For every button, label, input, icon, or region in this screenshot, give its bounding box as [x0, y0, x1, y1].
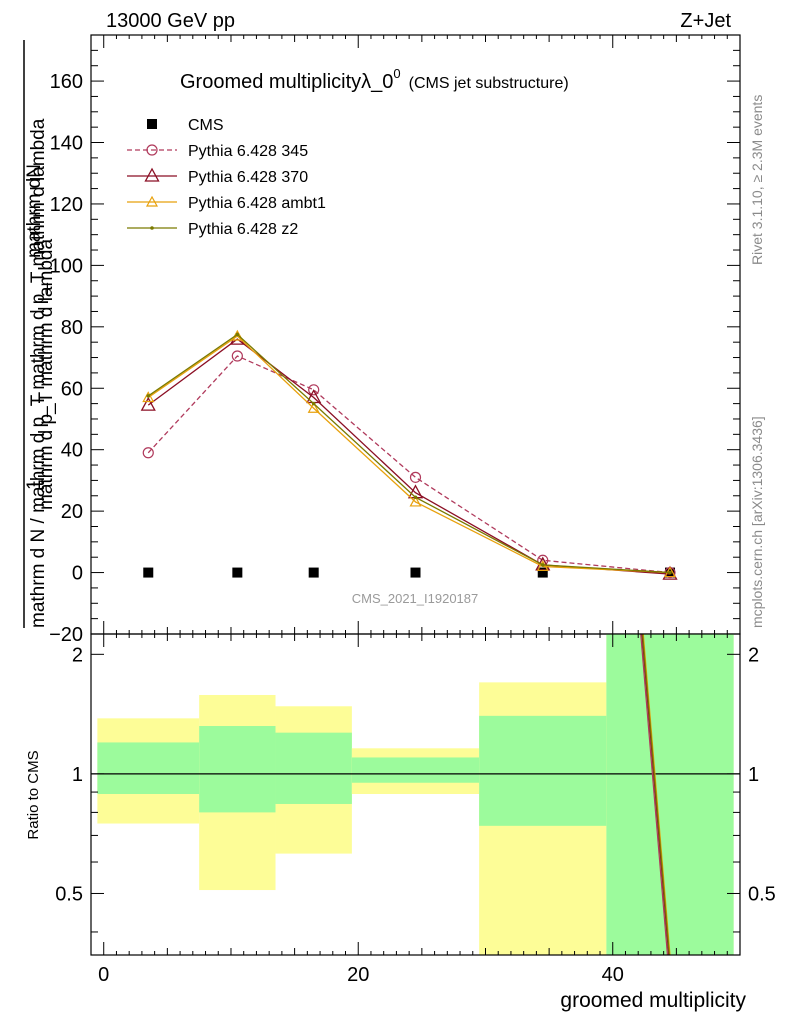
- data-point-dot: [311, 401, 316, 406]
- ratio-line: [642, 633, 670, 956]
- legend-label: Pythia 6.428 z2: [188, 221, 298, 238]
- ratio-band-green: [606, 634, 734, 955]
- analysis-watermark: CMS_2021_I1920187: [352, 591, 479, 606]
- data-point-triangle: [307, 401, 320, 413]
- y-tick-label: −20: [49, 624, 83, 646]
- data-point-square: [147, 119, 157, 129]
- series-line: [147, 355, 671, 574]
- ratio-y-tick-label-right: 2: [748, 644, 759, 666]
- data-point-circle: [142, 447, 154, 459]
- series-line: [147, 333, 671, 574]
- series-line: [147, 338, 671, 575]
- series-line: [147, 335, 671, 574]
- y-tick-label: 80: [61, 317, 83, 339]
- y-tick-label: 40: [61, 440, 83, 462]
- data-point-triangle: [145, 195, 159, 207]
- x-tick-label: 40: [602, 964, 624, 986]
- data-point-dot: [413, 495, 418, 500]
- data-point-dot: [150, 226, 154, 230]
- ratio-y-tick-label-right: 0.5: [748, 883, 776, 905]
- legend-label: Pythia 6.428 370: [188, 169, 308, 186]
- ratio-bands-group: [91, 634, 740, 955]
- ylabel-denominator: mathrm d N / mathrm d p_T mathrm d p_T m…: [28, 118, 49, 628]
- legend-label: Pythia 6.428 ambt1: [188, 195, 326, 212]
- legend-entry: CMS: [147, 117, 224, 134]
- data-point-triangle: [142, 391, 155, 403]
- series-pythia-6-428-370: [140, 330, 678, 580]
- ratio-band-green: [97, 742, 200, 794]
- data-point-dot: [235, 332, 240, 337]
- data-point-dot: [668, 570, 672, 575]
- y-tick-label: 60: [61, 378, 83, 400]
- y-tick-label: 20: [61, 501, 83, 523]
- legend-entry: Pythia 6.428 345: [127, 143, 308, 160]
- series-pythia-6-428-z2: [146, 332, 672, 575]
- ratio-band-green: [351, 757, 480, 783]
- ratio-band-green: [479, 715, 607, 826]
- y-tick-label: 120: [50, 194, 83, 216]
- data-point-square: [410, 567, 421, 578]
- data-point-triangle: [144, 167, 160, 182]
- xlabel: groomed multiplicity: [560, 989, 746, 1012]
- data-point-triangle: [536, 560, 549, 572]
- data-point-triangle: [409, 495, 422, 507]
- x-tick-label: 20: [347, 964, 369, 986]
- x-tick-label: 0: [98, 964, 109, 986]
- header-left: 13000 GeV pp: [106, 10, 235, 32]
- ratio-lines-group: [640, 633, 671, 956]
- chart-title-sup: 0: [393, 66, 400, 81]
- data-point-dot: [540, 563, 545, 567]
- ratio-y-tick-label-left: 2: [72, 644, 83, 666]
- ratio-line: [642, 633, 671, 956]
- mcplots-label: mcplots.cern.ch [arXiv:1306.3436]: [749, 416, 765, 628]
- data-point-circle: [146, 144, 158, 156]
- legend-entry: Pythia 6.428 370: [127, 167, 308, 186]
- main-ylabel: mathrm dN 1 mathrm d p_T mathrm d lambda…: [23, 40, 57, 628]
- data-point-square: [143, 567, 154, 578]
- series-pythia-6-428-ambt1: [142, 329, 677, 578]
- ratio-axis-ticks: 0.5 0.51 12 20 20 40: [55, 634, 776, 986]
- data-point-circle: [409, 471, 422, 483]
- data-point-square: [537, 567, 548, 578]
- ratio-y-tick-label-right: 1: [748, 764, 759, 786]
- legend: CMS Pythia 6.428 345 Pythia 6.428 370 Pythi…: [127, 117, 326, 238]
- data-point-triangle: [140, 396, 156, 411]
- data-point-circle: [308, 384, 320, 396]
- chart-title-main: Groomed multiplicityλ_0: [180, 71, 393, 93]
- legend-entry: Pythia 6.428 ambt1: [127, 195, 326, 212]
- ratio-panel: 0.5 0.51 12 20 20 40: [55, 633, 776, 986]
- legend-entry: Pythia 6.428 z2: [127, 221, 298, 238]
- ratio-y-tick-label-left: 1: [72, 764, 83, 786]
- data-point-square: [232, 567, 243, 578]
- data-point-circle: [231, 350, 243, 362]
- legend-label: Pythia 6.428 345: [188, 143, 308, 160]
- ylabel-top-right: mathrm d p_T mathrm d lambda: [36, 239, 57, 510]
- ratio-y-tick-label-left: 0.5: [55, 883, 83, 905]
- ratio-line: [641, 633, 670, 956]
- y-tick-label: 100: [50, 255, 83, 277]
- chart-title: Groomed multiplicityλ_00 (CMS jet substru…: [180, 66, 569, 93]
- ylabel-fraction-top: 1: [24, 479, 45, 490]
- rivet-version-label: Rivet 3.1.10, ≥ 2.3M events: [749, 95, 765, 265]
- y-tick-label: 160: [50, 71, 83, 93]
- ylabel-numerator: mathrm dN: [24, 164, 45, 258]
- header-right: Z+Jet: [680, 10, 731, 32]
- main-axis-ticks: −20 0 20 40 60 80 100 120 140 160: [49, 34, 741, 646]
- chart-title-sub: (CMS jet substructure): [409, 75, 569, 92]
- y-tick-label: 0: [72, 563, 83, 585]
- data-point-square: [308, 567, 319, 578]
- ratio-band-green: [275, 732, 352, 804]
- main-series-group: [140, 329, 678, 580]
- series-pythia-6-428-345: [142, 350, 676, 579]
- ratio-ylabel: Ratio to CMS: [25, 750, 42, 839]
- ratio-line: [640, 633, 669, 956]
- ratio-band-green: [199, 725, 276, 813]
- legend-label: CMS: [188, 117, 224, 134]
- ratio-frame: [90, 633, 741, 956]
- y-tick-label: 140: [50, 133, 83, 155]
- data-point-dot: [146, 394, 151, 398]
